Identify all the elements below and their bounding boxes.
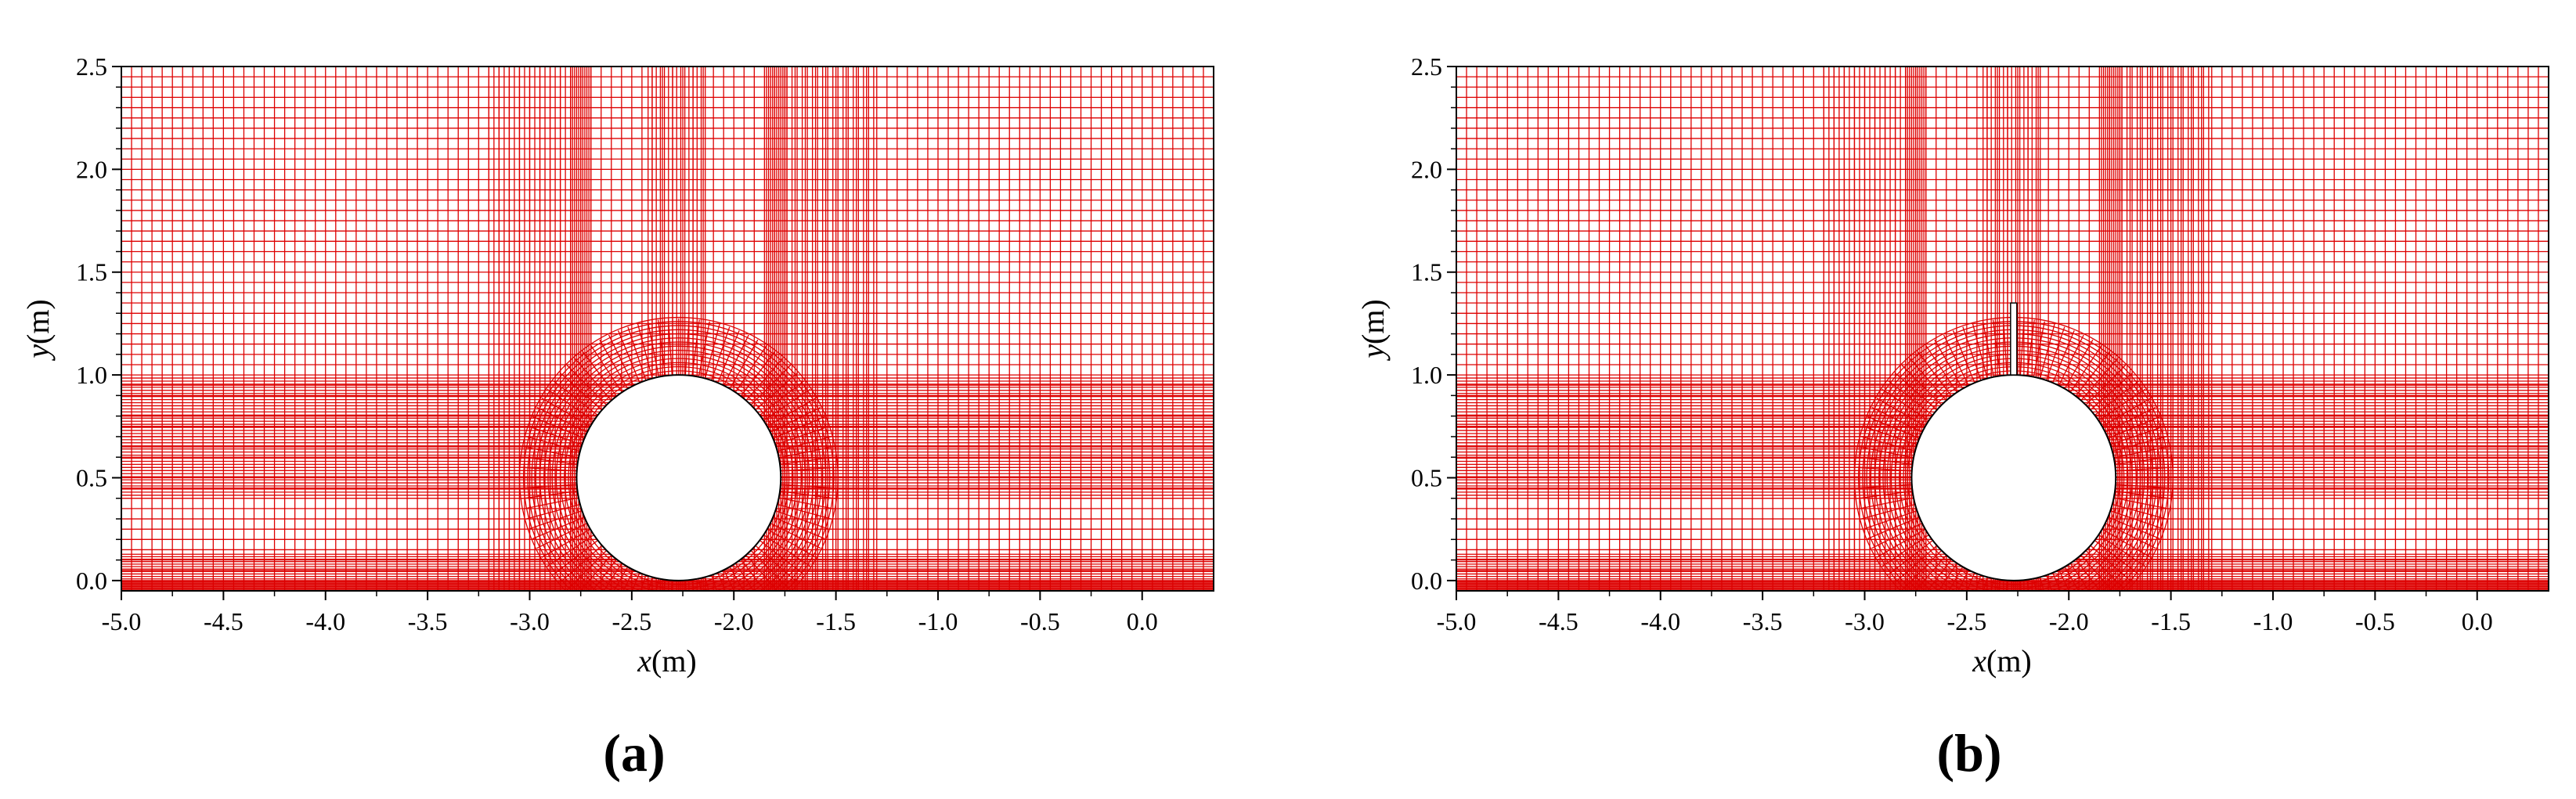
x-tick-label: -5.0 [102, 607, 142, 635]
plot-frame-a [121, 66, 1214, 592]
x-tick-label: -3.0 [1845, 607, 1885, 635]
y-tick-label: 0.0 [1411, 567, 1442, 595]
x-tick-label: -3.5 [408, 607, 448, 635]
y-tick-label: 2.5 [76, 52, 107, 81]
x-tick-label: -2.5 [1947, 607, 1987, 635]
y-tick-label: 2.5 [1411, 52, 1442, 81]
plot-frame-b [1456, 66, 2549, 592]
x-tick-label: -4.5 [1539, 607, 1578, 635]
x-tick-label: 0.0 [2462, 607, 2493, 635]
panel-label-b: (b) [1936, 723, 2001, 783]
x-tick-label: -3.5 [1743, 607, 1783, 635]
x-tick-label: -1.5 [2151, 607, 2191, 635]
x-tick-label: -4.5 [204, 607, 244, 635]
panel-b: -5.0 -4.5 -4.0 -3.5 -3.0 -2.5 -2.0 -1.5 -1.0 -0.5… [1355, 52, 2549, 783]
x-tick-label: -0.5 [1020, 607, 1060, 635]
x-tick-label: -1.0 [2253, 607, 2293, 635]
x-tick-label: -0.5 [2355, 607, 2395, 635]
y-axis-label-b: y(m) [1355, 299, 1391, 362]
splitter-plate [2010, 302, 2018, 376]
y-tick-label: 0.5 [76, 463, 107, 491]
x-tick-label: -2.5 [612, 607, 652, 635]
x-axis-b: -5.0 -4.5 -4.0 -3.5 -3.0 -2.5 -2.0 -1.5 -1.0 -0.5… [1437, 591, 2493, 635]
x-tick-label: -1.0 [918, 607, 958, 635]
x-tick-label: -1.5 [816, 607, 856, 635]
y-tick-label: 1.5 [76, 258, 107, 286]
panel-label-a: (a) [603, 723, 665, 783]
x-tick-label: 0.0 [1127, 607, 1158, 635]
y-tick-label: 1.0 [1411, 361, 1442, 389]
x-axis-label-a: x(m) [637, 643, 697, 678]
y-tick-label: 0.0 [76, 567, 107, 595]
y-axis-label-a: y(m) [20, 299, 56, 362]
cylinder-b [1910, 302, 2117, 581]
x-tick-label: -5.0 [1437, 607, 1477, 635]
x-tick-label: -4.0 [1640, 607, 1680, 635]
x-axis-a: -5.0 -4.5 -4.0 -3.5 -3.0 -2.5 -2.0 -1.5 -1.0 -0.5… [102, 591, 1158, 635]
y-axis-b: 0.0 0.5 1.0 1.5 2.0 2.5 [1411, 52, 1456, 595]
x-axis-label-b: x(m) [1972, 643, 2032, 678]
cylinder-body [575, 374, 782, 581]
cylinder-body [1910, 374, 2117, 581]
y-tick-label: 0.5 [1411, 463, 1442, 491]
panel-a: -5.0 -4.5 -4.0 -3.5 -3.0 -2.5 -2.0 -1.5 -1.0 -0.5… [20, 52, 1214, 783]
x-tick-label: -2.0 [2049, 607, 2089, 635]
x-tick-label: -4.0 [305, 607, 345, 635]
y-tick-label: 1.0 [76, 361, 107, 389]
cylinder-a [575, 374, 782, 581]
y-tick-label: 2.0 [1411, 155, 1442, 183]
y-tick-label: 1.5 [1411, 258, 1442, 286]
x-tick-label: -3.0 [510, 607, 550, 635]
y-axis-a: 0.0 0.5 1.0 1.5 2.0 2.5 [76, 52, 121, 595]
x-tick-label: -2.0 [714, 607, 754, 635]
y-tick-label: 2.0 [76, 155, 107, 183]
